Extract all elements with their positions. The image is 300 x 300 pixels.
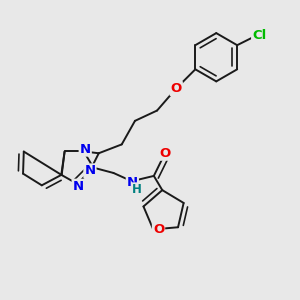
Text: O: O (171, 82, 182, 95)
Text: N: N (73, 180, 84, 193)
Text: O: O (153, 223, 164, 236)
Text: N: N (127, 176, 138, 190)
Text: H: H (132, 183, 142, 196)
Text: O: O (159, 147, 170, 160)
Text: N: N (84, 164, 95, 177)
Text: Cl: Cl (252, 29, 266, 42)
Text: N: N (80, 142, 91, 156)
